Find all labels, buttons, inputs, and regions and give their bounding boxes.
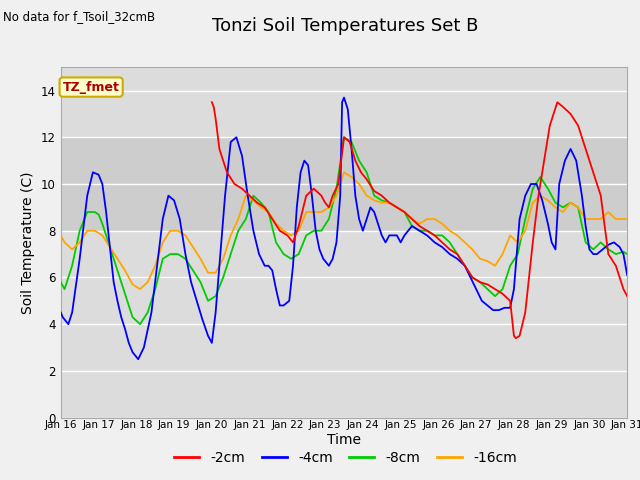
Y-axis label: Soil Temperature (C): Soil Temperature (C) [21,171,35,313]
Text: TZ_fmet: TZ_fmet [63,81,120,94]
Legend: -2cm, -4cm, -8cm, -16cm: -2cm, -4cm, -8cm, -16cm [169,445,522,471]
Bar [61,137,627,231]
Text: Tonzi Soil Temperatures Set B: Tonzi Soil Temperatures Set B [212,17,479,35]
Text: No data for f_Tsoil_32cmB: No data for f_Tsoil_32cmB [3,10,156,23]
X-axis label: Time: Time [327,433,361,447]
